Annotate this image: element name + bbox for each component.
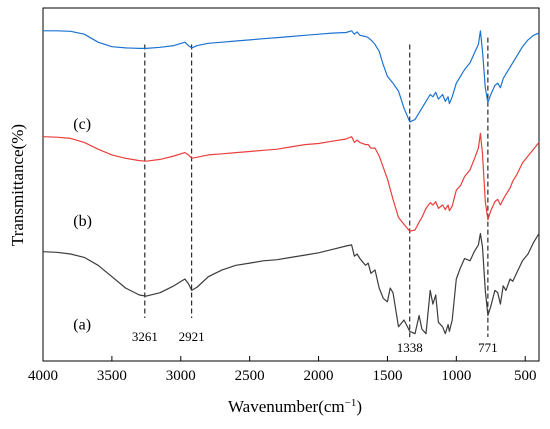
x-tick-label: 1500 <box>372 368 402 384</box>
series-label-a: (a) <box>73 317 91 334</box>
spectrum-line-c <box>43 30 540 123</box>
x-tick-label: 500 <box>514 368 537 384</box>
x-tick-label: 2000 <box>304 368 334 384</box>
x-tick-label: 3500 <box>97 368 127 384</box>
x-axis-title: Wavenumber(cm−1) <box>228 397 362 416</box>
x-axis-ticks: 4000 3500 3000 2500 2000 1500 1000 500 <box>28 356 536 384</box>
peak-label-3261: 3261 <box>132 329 158 344</box>
plot-frame <box>42 7 540 362</box>
peak-label-1338: 1338 <box>397 340 423 355</box>
x-tick-label: 4000 <box>28 368 58 384</box>
x-tick-label: 3000 <box>166 368 196 384</box>
x-tick-label: 1000 <box>441 368 471 384</box>
spectra <box>42 30 540 335</box>
plot-border <box>42 7 540 362</box>
y-axis-title: Transmittance(%) <box>8 124 27 246</box>
peak-label-2921: 2921 <box>179 329 205 344</box>
series-label-b: (b) <box>73 213 92 230</box>
spectrum-line-b <box>42 132 540 232</box>
series-labels: (a) (b) (c) <box>73 116 92 333</box>
spectrum-line-a <box>42 232 540 335</box>
peak-label-771: 771 <box>478 340 498 355</box>
series-label-c: (c) <box>73 116 91 133</box>
x-tick-label: 2500 <box>235 368 265 384</box>
peak-markers: 3261 2921 1338 771 <box>132 37 498 355</box>
